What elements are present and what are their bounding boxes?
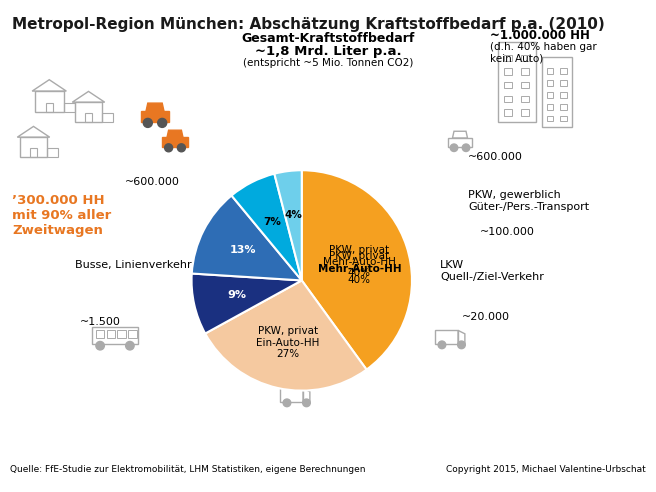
Text: Metropol-Region München: Abschätzung Kraftstoffbedarf p.a. (2010): Metropol-Region München: Abschätzung Kra… bbox=[12, 17, 605, 32]
Circle shape bbox=[96, 341, 104, 350]
Text: (d.h. 40% haben gar
kein Auto): (d.h. 40% haben gar kein Auto) bbox=[490, 42, 597, 63]
Text: PKW, privat: PKW, privat bbox=[329, 251, 390, 273]
Circle shape bbox=[302, 399, 310, 407]
Wedge shape bbox=[205, 280, 367, 391]
Text: ’300.000 HH
mit 90% aller
Zweitwagen: ’300.000 HH mit 90% aller Zweitwagen bbox=[12, 194, 112, 237]
Wedge shape bbox=[302, 170, 412, 369]
Text: PKW, privat
Ein-Auto-HH
27%: PKW, privat Ein-Auto-HH 27% bbox=[256, 326, 319, 360]
Polygon shape bbox=[140, 111, 169, 122]
Wedge shape bbox=[274, 170, 302, 280]
Polygon shape bbox=[167, 130, 183, 137]
Text: 9%: 9% bbox=[228, 290, 247, 300]
Text: ~60.000: ~60.000 bbox=[266, 377, 314, 387]
Wedge shape bbox=[192, 274, 302, 334]
Circle shape bbox=[165, 144, 173, 152]
Text: ~600.000: ~600.000 bbox=[468, 152, 523, 162]
Polygon shape bbox=[146, 103, 164, 111]
Circle shape bbox=[458, 341, 465, 349]
Wedge shape bbox=[232, 174, 302, 280]
Text: ~1.500: ~1.500 bbox=[79, 317, 121, 327]
Text: Quelle: FfE-Studie zur Elektromobilität, LHM Statistiken, eigene Berechnungen: Quelle: FfE-Studie zur Elektromobilität,… bbox=[10, 465, 365, 474]
Text: Busse, Linienverkehr: Busse, Linienverkehr bbox=[75, 260, 192, 270]
Text: ~600.000: ~600.000 bbox=[125, 177, 180, 187]
Text: LKW
Quell-/Ziel-Verkehr: LKW Quell-/Ziel-Verkehr bbox=[440, 260, 544, 281]
Text: ~1.000.000 HH: ~1.000.000 HH bbox=[490, 29, 590, 42]
Circle shape bbox=[177, 144, 186, 152]
Circle shape bbox=[126, 341, 134, 350]
Text: 13%: 13% bbox=[230, 246, 256, 255]
Text: (entspricht ~5 Mio. Tonnen CO2): (entspricht ~5 Mio. Tonnen CO2) bbox=[243, 58, 413, 68]
Text: Mehr-Auto-HH: Mehr-Auto-HH bbox=[318, 264, 401, 275]
Circle shape bbox=[157, 119, 167, 127]
Circle shape bbox=[283, 399, 291, 407]
Text: Copyright 2015, Michael Valentine-Urbschat: Copyright 2015, Michael Valentine-Urbsch… bbox=[446, 465, 646, 474]
Circle shape bbox=[143, 119, 152, 127]
Circle shape bbox=[450, 144, 458, 152]
Text: PKW, gewerblich
Güter-/Pers.-Transport: PKW, gewerblich Güter-/Pers.-Transport bbox=[468, 190, 589, 212]
Polygon shape bbox=[162, 137, 188, 147]
Text: Gesamt-Kraftstoffbedarf: Gesamt-Kraftstoffbedarf bbox=[241, 32, 415, 45]
Text: 4%: 4% bbox=[285, 210, 302, 220]
Text: ~20.000: ~20.000 bbox=[462, 312, 510, 322]
Text: ~1,8 Mrd. Liter p.a.: ~1,8 Mrd. Liter p.a. bbox=[255, 45, 401, 58]
Text: 40%: 40% bbox=[348, 276, 371, 285]
Text: LKW
Verteiler-Verkehr: LKW Verteiler-Verkehr bbox=[234, 307, 327, 329]
Wedge shape bbox=[192, 195, 302, 280]
Text: PKW, privat
Mehr-Auto-HH
40%: PKW, privat Mehr-Auto-HH 40% bbox=[323, 245, 396, 278]
Text: ~100.000: ~100.000 bbox=[480, 227, 535, 237]
Text: 7%: 7% bbox=[263, 216, 281, 226]
Circle shape bbox=[438, 341, 445, 349]
Circle shape bbox=[462, 144, 470, 152]
